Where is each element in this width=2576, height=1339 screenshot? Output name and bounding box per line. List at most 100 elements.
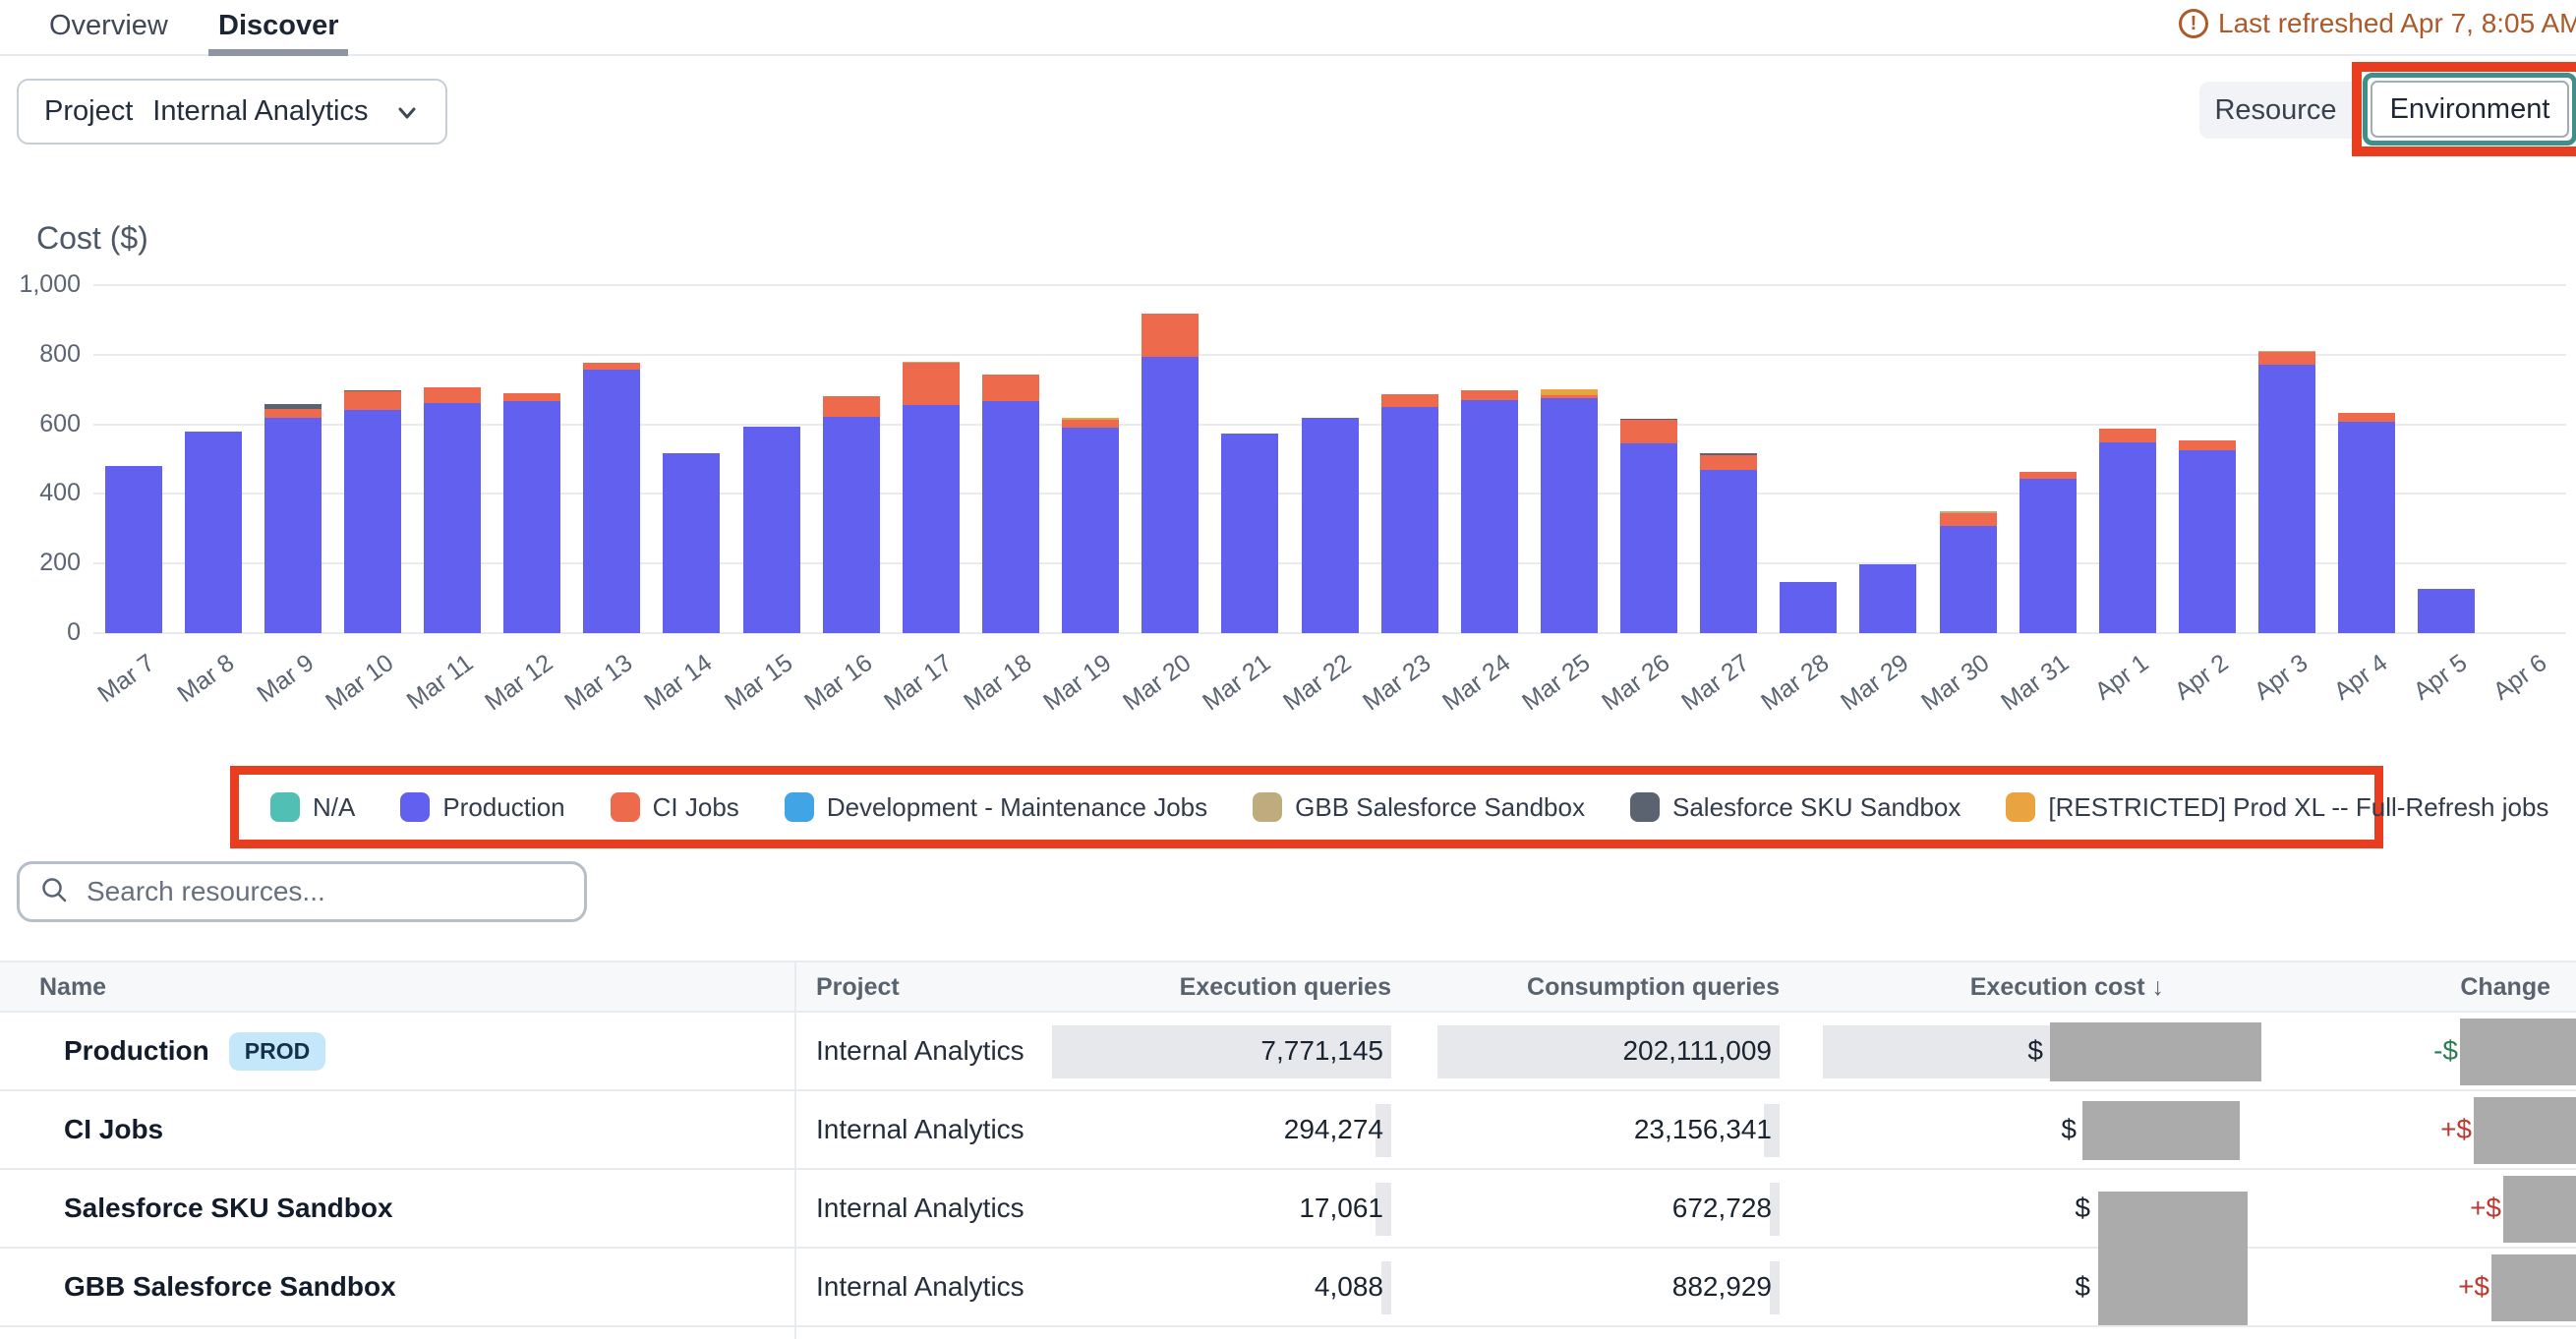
bar-segment-production[interactable]: [902, 405, 960, 633]
bar-segment-gbb-salesforce-sandbox[interactable]: [1939, 510, 1997, 513]
bar-segment-production[interactable]: [263, 417, 322, 633]
bar-segment-production[interactable]: [1939, 525, 1997, 633]
legend-swatch: [610, 792, 640, 822]
bar-segment-production[interactable]: [1780, 582, 1838, 633]
project-filter-value: Internal Analytics: [152, 95, 369, 127]
legend-item[interactable]: CI Jobs: [610, 792, 739, 823]
gridline: [93, 353, 2566, 356]
consumption-queries-value: 672,728: [1671, 1193, 1772, 1223]
resource-project: Internal Analytics: [816, 1035, 1025, 1066]
bar-segment-ci-jobs[interactable]: [583, 363, 641, 370]
bar-segment-production[interactable]: [2098, 442, 2156, 633]
bar-segment-salesforce-sku-sandbox[interactable]: [263, 404, 322, 409]
value-highlight-bar: [1764, 1104, 1780, 1157]
bar-segment-production[interactable]: [2019, 478, 2077, 633]
bar-segment-ci-jobs[interactable]: [263, 408, 322, 418]
bar-segment-salesforce-sku-sandbox[interactable]: [1700, 453, 1758, 455]
bar-segment-production[interactable]: [822, 416, 880, 633]
resource-name-text: CI Jobs: [64, 1114, 164, 1144]
table-row[interactable]: CI Jobs Internal Analytics 294,274 23,156,3…: [0, 1091, 2576, 1170]
bar-segment-salesforce-sku-sandbox[interactable]: [1620, 418, 1678, 421]
bar-segment-production[interactable]: [1859, 563, 1917, 633]
bar-segment-ci-jobs[interactable]: [424, 387, 482, 404]
bar-segment-gbb-salesforce-sandbox[interactable]: [902, 361, 960, 363]
bar-segment-production[interactable]: [742, 427, 800, 633]
bar-segment-ci-jobs[interactable]: [2098, 428, 2156, 442]
bar-segment-production[interactable]: [1142, 356, 1200, 633]
search-resources-box[interactable]: [17, 861, 587, 922]
bar-segment-ci-jobs[interactable]: [1142, 314, 1200, 357]
legend-item[interactable]: N/A: [270, 792, 355, 823]
bar-segment-production[interactable]: [2258, 364, 2316, 633]
bar-segment-ci-jobs[interactable]: [1939, 512, 1997, 526]
execution-queries-value: 294,274: [1283, 1114, 1383, 1144]
resource-name-text: GBB Salesforce Sandbox: [64, 1271, 396, 1302]
bar-segment-production[interactable]: [1380, 406, 1438, 633]
column-header-consumption-queries[interactable]: Consumption queries: [1527, 973, 1780, 1001]
legend-item[interactable]: GBB Salesforce Sandbox: [1253, 792, 1585, 823]
bar-segment-salesforce-sku-sandbox[interactable]: [343, 389, 401, 392]
column-header-execution-cost-sorted[interactable]: Execution cost ↓: [1969, 973, 2164, 1001]
search-resources-input[interactable]: [85, 875, 564, 908]
bar-segment-ci-jobs[interactable]: [1460, 389, 1518, 400]
group-by-environment-button[interactable]: Environment: [2371, 81, 2569, 138]
bar-segment-ci-jobs[interactable]: [343, 391, 401, 411]
bar-segment-production[interactable]: [663, 452, 721, 633]
column-header-project[interactable]: Project: [816, 973, 900, 1001]
bar-segment-production[interactable]: [184, 431, 242, 633]
project-filter-dropdown[interactable]: Project Internal Analytics: [17, 79, 447, 145]
bar-segment-production[interactable]: [104, 466, 162, 633]
bar-segment-ci-jobs[interactable]: [902, 362, 960, 406]
bar-segment-production[interactable]: [1700, 469, 1758, 633]
bar-segment-ci-jobs[interactable]: [822, 396, 880, 417]
bar-segment-gbb-salesforce-sandbox[interactable]: [2258, 350, 2316, 352]
consumption-queries-value: 882,929: [1671, 1271, 1772, 1302]
bar-segment-ci-jobs[interactable]: [503, 393, 561, 401]
bar-segment-ci-jobs[interactable]: [1380, 394, 1438, 407]
y-axis-tick-label: 0: [67, 618, 81, 646]
bar-segment-production[interactable]: [583, 369, 641, 633]
bar-segment-ci-jobs[interactable]: [2019, 471, 2077, 479]
bar-segment-production[interactable]: [2418, 588, 2476, 633]
bar-segment-production[interactable]: [424, 403, 482, 633]
bar-segment-production[interactable]: [1301, 417, 1359, 633]
value-highlight-bar: [1381, 1261, 1391, 1314]
column-header-name[interactable]: Name: [39, 973, 107, 1001]
execution-cost-prefix: $: [2075, 1193, 2090, 1223]
legend-item[interactable]: Development - Maintenance Jobs: [784, 792, 1207, 823]
bar-segment-ci-jobs[interactable]: [2258, 351, 2316, 365]
bar-segment--restricted-prod-xl-full-refresh-jobs[interactable]: [1062, 417, 1120, 421]
annotation-box-legend: N/A Production CI Jobs Development - Mainte…: [230, 766, 2548, 848]
column-header-execution-queries[interactable]: Execution queries: [1179, 973, 1391, 1001]
bar-segment-production[interactable]: [343, 410, 401, 633]
tab-discover[interactable]: Discover: [218, 10, 339, 41]
bar-segment-ci-jobs[interactable]: [2338, 413, 2396, 423]
legend-item[interactable]: Salesforce SKU Sandbox: [1629, 792, 1961, 823]
bar-segment-ci-jobs[interactable]: [2178, 439, 2236, 450]
bar-segment-ci-jobs[interactable]: [1062, 420, 1120, 429]
tab-overview[interactable]: Overview: [49, 10, 168, 41]
column-header-change[interactable]: Change: [2460, 973, 2550, 1001]
bar-segment-production[interactable]: [1540, 397, 1598, 633]
bar-segment-production[interactable]: [1062, 428, 1120, 633]
bar-segment-production[interactable]: [503, 400, 561, 633]
bar-segment-production[interactable]: [1460, 399, 1518, 633]
legend-item[interactable]: Production: [400, 792, 565, 823]
bar-segment-production[interactable]: [2178, 449, 2236, 633]
group-by-resource-button[interactable]: Resource: [2199, 82, 2352, 139]
bar-segment-ci-jobs[interactable]: [981, 375, 1039, 402]
bar-segment-ci-jobs[interactable]: [1620, 420, 1678, 443]
change-prefix: +$: [2470, 1193, 2501, 1223]
bar-segment-production[interactable]: [2338, 422, 2396, 633]
table-row[interactable]: Production PROD Internal Analytics 7,771,14…: [0, 1013, 2576, 1091]
bar-segment-ci-jobs[interactable]: [1540, 394, 1598, 398]
bar-segment-production[interactable]: [981, 401, 1039, 633]
bar-segment-ci-jobs[interactable]: [1700, 454, 1758, 470]
bar-segment--restricted-prod-xl-full-refresh-jobs[interactable]: [1540, 389, 1598, 395]
column-divider: [794, 961, 796, 1339]
legend-swatch: [1253, 792, 1283, 822]
legend-item[interactable]: [RESTRICTED] Prod XL -- Full-Refresh job…: [2006, 792, 2548, 823]
bar-segment-production[interactable]: [1221, 433, 1279, 633]
bar-segment-production[interactable]: [1620, 442, 1678, 633]
active-tab-indicator: [208, 49, 348, 56]
